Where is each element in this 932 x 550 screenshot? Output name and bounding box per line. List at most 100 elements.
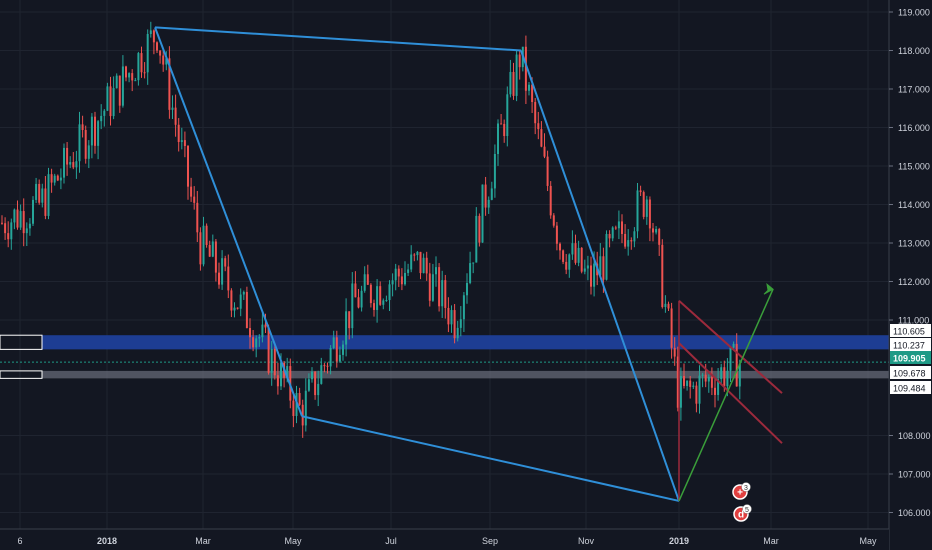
candle-down (323, 365, 326, 367)
candle-up (435, 267, 437, 275)
candle-up (311, 371, 313, 380)
candle-down (673, 347, 676, 357)
candle-up (128, 73, 131, 78)
candle-up (679, 376, 682, 408)
price-tag-box (890, 351, 931, 364)
candle-down (369, 284, 372, 304)
candle-up (422, 257, 425, 274)
candle-down (648, 199, 651, 229)
candle-down (314, 371, 317, 396)
candle-up (515, 54, 518, 96)
candle-down (4, 223, 7, 234)
earnings-icon[interactable]: +3 (732, 482, 751, 500)
candle-down (642, 192, 645, 217)
candle-down (546, 156, 549, 186)
candle-down (357, 297, 360, 308)
candle-down (419, 251, 422, 274)
candle-up (655, 228, 658, 233)
price-tick-label: 115.000 (898, 162, 930, 172)
candle-up (466, 282, 468, 296)
candle-up (53, 175, 56, 183)
candle-up (90, 116, 93, 146)
candle-down (661, 244, 664, 308)
candle-down (193, 196, 196, 203)
candle-up (233, 307, 236, 311)
event-markers[interactable]: +3 d 5 (732, 482, 752, 522)
price-axis[interactable]: 119.000 118.000 117.000 116.000 115.000 114.0… (888, 0, 932, 550)
candle-down (245, 291, 248, 329)
candle-up (221, 258, 224, 285)
price-tick-label: 111.000 (898, 316, 929, 326)
candle-down (183, 140, 186, 147)
candle-up (332, 337, 335, 348)
candle-up (19, 211, 22, 228)
candle-down (639, 190, 642, 193)
price-tick-label: 113.000 (898, 239, 930, 249)
candle-down (500, 123, 503, 125)
candle-up (75, 161, 78, 168)
candle-up (360, 290, 363, 308)
marker-badge (741, 482, 751, 492)
price-tag-box (890, 366, 931, 379)
candle-up (568, 254, 571, 270)
candle-up (636, 190, 639, 232)
candle-up (720, 367, 723, 380)
candle-up (385, 300, 388, 302)
candle-down (735, 343, 738, 387)
time-tick-label: Mar (763, 536, 779, 546)
candle-up (103, 110, 106, 116)
candle-up (280, 362, 282, 387)
candle-up (28, 223, 31, 229)
candle-down (156, 42, 158, 51)
candle-up (286, 366, 289, 378)
candle-down (524, 46, 527, 91)
arrow-head-icon (763, 282, 774, 295)
candle-down (292, 400, 295, 417)
candle-down (264, 324, 267, 328)
candle-up (577, 247, 580, 263)
candle-down (131, 73, 134, 81)
time-axis[interactable]: 6 2018 Mar May Jul Sep Nov 2019 Mar May (0, 528, 889, 550)
candle-up (180, 140, 183, 143)
time-tick-label: 2019 (669, 536, 689, 546)
candle-up (304, 390, 307, 426)
candle-up (317, 383, 320, 396)
candle-up (459, 319, 462, 328)
dividend-icon-glyph: d (738, 510, 744, 521)
time-tick-label: 2018 (97, 536, 117, 546)
channel-line (678, 342, 783, 444)
candle-up (10, 222, 13, 240)
support-band (42, 370, 889, 379)
price-tick-label: 119.000 (898, 8, 930, 18)
candle-up (394, 268, 397, 281)
candle-up (270, 348, 273, 373)
candle-down (574, 243, 577, 263)
candle-up (726, 370, 729, 387)
candle-up (35, 183, 38, 200)
candle-down (676, 356, 679, 408)
support-band-outline (0, 370, 43, 379)
candle-down (81, 124, 84, 130)
candle-down (695, 385, 698, 404)
candle-down (230, 290, 233, 311)
candle-down (56, 175, 59, 181)
candle-up (431, 274, 434, 301)
candle-up (645, 199, 648, 217)
candle-down (710, 376, 713, 388)
candle-down (670, 308, 673, 348)
candle-up (320, 365, 323, 384)
trend-line (520, 50, 680, 502)
candle-down (125, 66, 127, 78)
candle-up (707, 376, 710, 382)
candle-up (701, 374, 704, 376)
candle-down (683, 376, 685, 386)
candle-up (97, 121, 100, 146)
candle-up (487, 199, 490, 208)
candle-up (586, 265, 589, 269)
candle-down (348, 311, 351, 329)
time-axis-background (0, 529, 889, 550)
candle-up (528, 84, 530, 91)
candle-up (146, 33, 149, 73)
